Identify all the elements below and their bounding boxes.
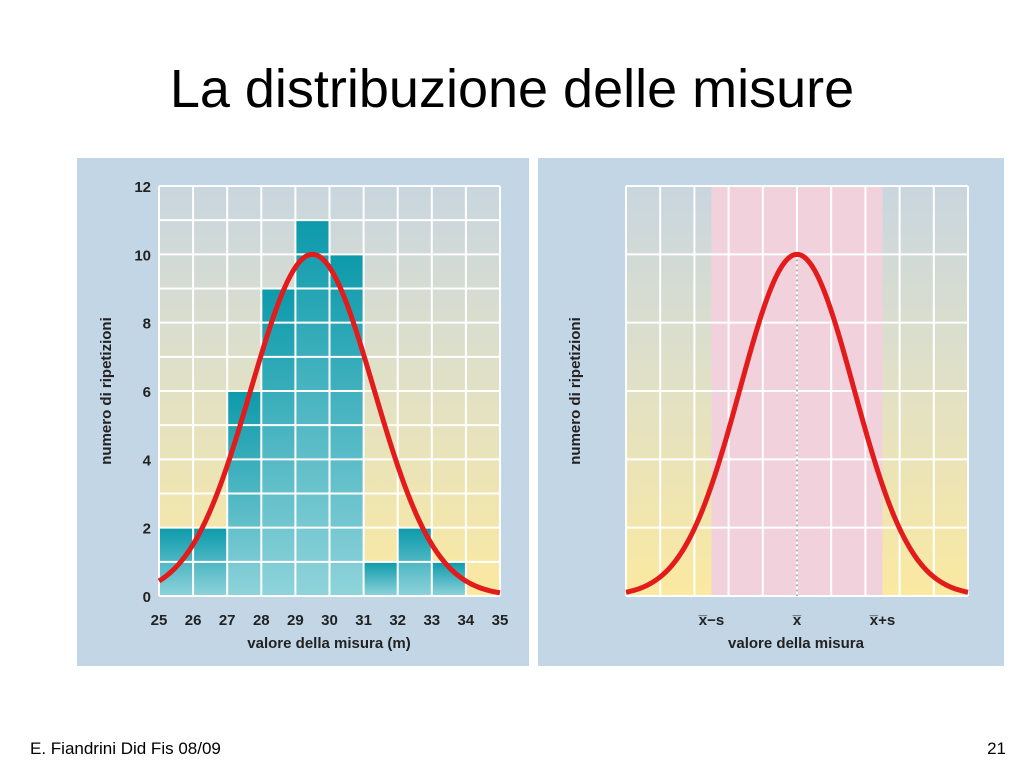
y-axis-label: numero di ripetizioni [98,317,115,465]
footer-author: E. Fiandrini Did Fis 08/09 [30,739,221,758]
normal-curve [157,251,501,596]
x-tick-label: 32 [389,612,406,629]
page-number: 21 [987,739,1006,758]
x-tick-label: 31 [355,612,372,629]
y-tick-label: 2 [143,521,151,538]
x-tick-label: 26 [185,612,202,629]
normal-curve [625,251,969,595]
x-tick-label: 29 [287,612,304,629]
histogram-panel: 0 2 4 6 8 10 12 25 26 27 28 29 30 31 32 33 34 35 valore … [77,158,529,666]
y-tick-label: 10 [134,247,151,264]
x-axis-label: valore della misura (m) [247,635,410,652]
x-tick-label: 25 [151,612,168,629]
y-tick-label: 12 [134,179,151,196]
histogram-bar [363,561,398,596]
normal-curve-panel: x̅−s x̅ x̅+s valore della misura numero di… [538,158,1004,666]
x-tick-label: 28 [253,612,270,629]
x-tick-label: x̅ [792,612,802,629]
y-tick-label: 6 [143,384,151,401]
normal-curve-chart: x̅−s x̅ x̅+s valore della misura numero di… [567,185,969,652]
x-tick-label: 35 [492,612,509,629]
x-tick-label: 27 [219,612,236,629]
x-tick-label: x̅+s [869,612,895,629]
slide-title: La distribuzione delle misure [169,59,855,119]
y-axis-label: numero di ripetizioni [567,317,584,465]
x-axis-label: valore della misura [728,635,865,652]
y-tick-label: 4 [143,452,152,469]
y-tick-label: 8 [143,316,151,333]
histogram-chart: 0 2 4 6 8 10 12 25 26 27 28 29 30 31 32 33 34 35 valore … [98,179,509,652]
x-tick-label: 34 [458,612,475,629]
x-tick-label: x̅−s [698,612,724,629]
x-tick-label: 33 [423,612,440,629]
histogram-bar [295,220,330,596]
x-tick-label: 30 [321,612,338,629]
y-tick-label: 0 [143,589,151,606]
